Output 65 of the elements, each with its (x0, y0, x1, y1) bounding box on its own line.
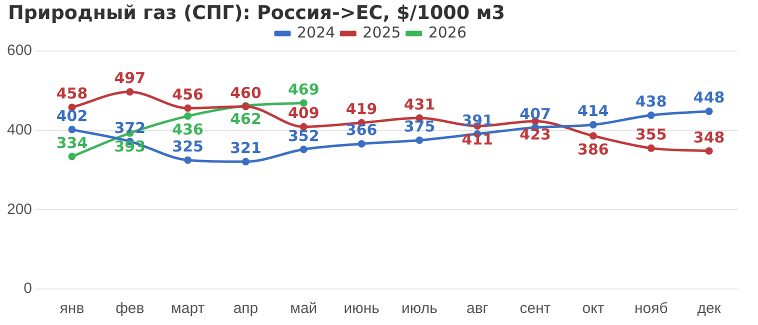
data-label: 321 (230, 139, 262, 158)
point (647, 112, 655, 120)
data-label: 469 (288, 80, 320, 98)
x-tick-label: нояб (634, 300, 668, 318)
x-tick-label: март (171, 300, 205, 318)
point (589, 132, 597, 140)
data-label: 386 (578, 140, 609, 158)
point (68, 152, 76, 160)
data-label: 438 (635, 92, 667, 111)
x-tick-label: дек (697, 300, 722, 318)
data-label: 414 (578, 102, 609, 120)
x-tick-label: фев (116, 300, 144, 318)
point (300, 146, 308, 154)
data-label: 391 (462, 111, 494, 130)
legend-label: 2026 (428, 23, 467, 42)
data-label: 366 (346, 121, 378, 140)
data-label: 352 (288, 126, 320, 145)
point (126, 88, 134, 96)
data-label: 402 (56, 106, 88, 125)
y-tick-label: 400 (6, 121, 32, 138)
x-tick-label: сент (520, 300, 551, 318)
data-label: 448 (693, 88, 725, 107)
point (184, 104, 192, 112)
x-tick-label: окт (582, 300, 604, 318)
data-label: 423 (520, 126, 551, 144)
data-label: 436 (172, 120, 204, 138)
data-label: 348 (693, 128, 725, 146)
data-label: 334 (56, 134, 88, 152)
point (68, 126, 76, 134)
legend-label: 2025 (362, 23, 401, 42)
x-tick-label: авг (466, 300, 489, 318)
x-tick-label: апр (233, 300, 258, 318)
point (589, 121, 597, 129)
data-label: 325 (172, 137, 204, 156)
y-tick-label: 200 (6, 200, 32, 218)
data-label: 411 (462, 130, 494, 148)
data-label: 456 (172, 86, 204, 104)
legend-label: 2024 (296, 23, 336, 42)
point (416, 136, 424, 144)
data-label: 375 (404, 118, 436, 136)
data-label: 460 (230, 84, 262, 102)
data-label: 431 (404, 95, 436, 114)
point (358, 140, 366, 148)
data-label: 497 (114, 69, 146, 88)
data-label: 409 (288, 104, 320, 122)
data-label: 458 (56, 84, 88, 103)
x-tick-label: июль (402, 300, 438, 318)
x-tick-label: июнь (344, 300, 380, 318)
y-tick-label: 0 (24, 280, 32, 298)
point (647, 144, 655, 152)
point (184, 156, 192, 164)
chart-title: Природный газ (СПГ): Россия->ЕС, $/1000 м3 (8, 2, 505, 24)
point (705, 108, 713, 116)
data-label: 355 (635, 126, 667, 144)
point (242, 158, 250, 166)
data-label: 407 (520, 104, 551, 123)
x-tick-label: янв (60, 300, 84, 318)
data-label: 419 (346, 100, 378, 118)
data-label: 462 (230, 110, 262, 128)
data-label: 393 (114, 138, 146, 156)
x-tick-label: май (290, 300, 318, 318)
point (705, 147, 713, 155)
point (184, 112, 192, 120)
point (300, 99, 308, 107)
y-tick-label: 600 (6, 42, 32, 60)
